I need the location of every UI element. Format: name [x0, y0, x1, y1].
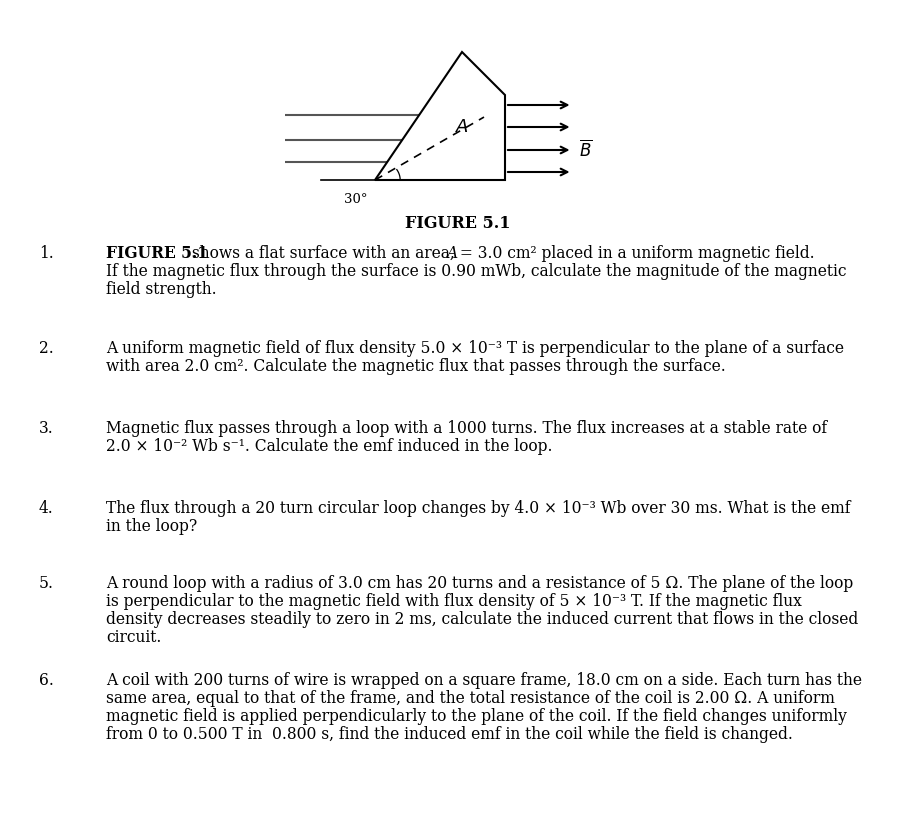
Text: in the loop?: in the loop?: [106, 518, 198, 535]
Text: $\overline{B}$: $\overline{B}$: [579, 140, 592, 160]
Text: 4.: 4.: [39, 500, 53, 517]
Text: is perpendicular to the magnetic field with flux density of 5 × 10⁻³ T. If the m: is perpendicular to the magnetic field w…: [106, 593, 802, 610]
Text: same area, equal to that of the frame, and the total resistance of the coil is 2: same area, equal to that of the frame, a…: [106, 690, 835, 707]
Text: 1.: 1.: [39, 245, 53, 262]
Text: field strength.: field strength.: [106, 281, 217, 298]
Text: The flux through a 20 turn circular loop changes by 4.0 × 10⁻³ Wb over 30 ms. Wh: The flux through a 20 turn circular loop…: [106, 500, 850, 517]
Text: = 3.0 cm² placed in a uniform magnetic field.: = 3.0 cm² placed in a uniform magnetic f…: [455, 245, 814, 262]
Text: circuit.: circuit.: [106, 629, 162, 646]
Text: If the magnetic flux through the surface is 0.90 mWb, calculate the magnitude of: If the magnetic flux through the surface…: [106, 263, 847, 280]
Text: 30°: 30°: [343, 193, 367, 206]
Text: shows a flat surface with an area,: shows a flat surface with an area,: [187, 245, 459, 262]
Text: A: A: [446, 245, 458, 262]
Text: with area 2.0 cm². Calculate the magnetic flux that passes through the surface.: with area 2.0 cm². Calculate the magneti…: [106, 358, 725, 375]
Text: magnetic field is applied perpendicularly to the plane of the coil. If the field: magnetic field is applied perpendicularl…: [106, 708, 847, 725]
Text: FIGURE 5.1: FIGURE 5.1: [405, 215, 511, 232]
Text: 6.: 6.: [39, 672, 54, 689]
Text: 5.: 5.: [39, 575, 54, 592]
Text: FIGURE 5.1: FIGURE 5.1: [106, 245, 208, 262]
Text: A uniform magnetic field of flux density 5.0 × 10⁻³ T is perpendicular to the pl: A uniform magnetic field of flux density…: [106, 340, 844, 357]
Text: 2.: 2.: [39, 340, 53, 357]
Text: $A$: $A$: [455, 118, 468, 136]
Text: from 0 to 0.500 T in  0.800 s, find the induced emf in the coil while the field : from 0 to 0.500 T in 0.800 s, find the i…: [106, 726, 793, 743]
Text: 2.0 × 10⁻² Wb s⁻¹. Calculate the emf induced in the loop.: 2.0 × 10⁻² Wb s⁻¹. Calculate the emf ind…: [106, 438, 553, 455]
Text: Magnetic flux passes through a loop with a 1000 turns. The flux increases at a s: Magnetic flux passes through a loop with…: [106, 420, 827, 437]
Text: 3.: 3.: [39, 420, 53, 437]
Text: A round loop with a radius of 3.0 cm has 20 turns and a resistance of 5 Ω. The p: A round loop with a radius of 3.0 cm has…: [106, 575, 853, 592]
Text: A coil with 200 turns of wire is wrapped on a square frame, 18.0 cm on a side. E: A coil with 200 turns of wire is wrapped…: [106, 672, 862, 689]
Text: density decreases steadily to zero in 2 ms, calculate the induced current that f: density decreases steadily to zero in 2 …: [106, 611, 859, 628]
